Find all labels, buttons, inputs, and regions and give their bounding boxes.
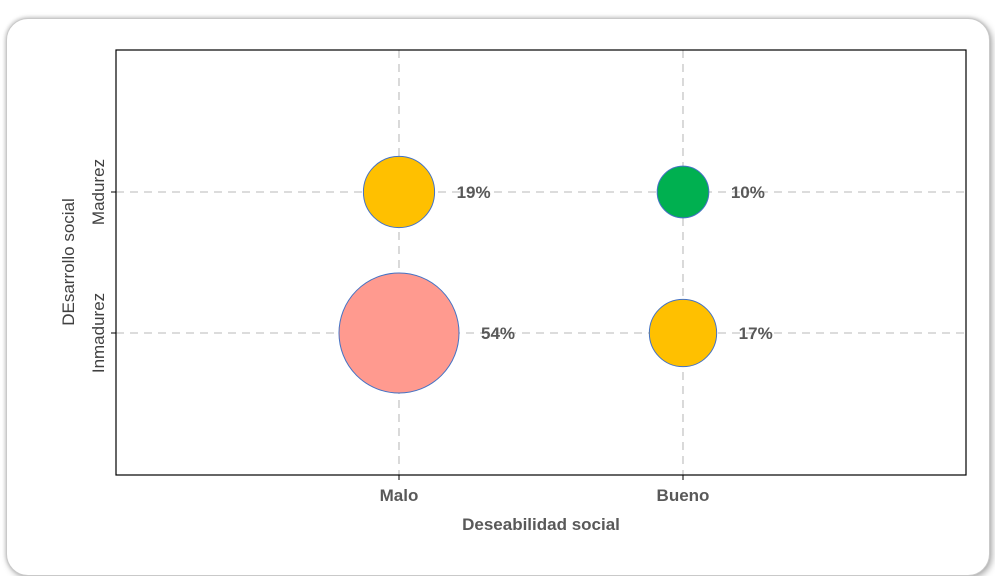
data-label-bueno-inmadurez: 17%	[739, 324, 773, 343]
bubble-malo-madurez	[362, 155, 436, 229]
bubble-bueno-inmadurez	[648, 298, 718, 368]
x-tick-label-bueno: Bueno	[657, 486, 710, 505]
chart-card	[6, 18, 990, 576]
data-label-bueno-madurez: 10%	[731, 183, 765, 202]
grid-layer	[111, 50, 966, 480]
y-axis-title: DEsarrollo social	[59, 198, 78, 326]
data-label-layer: 19% 10% 54% 17%	[457, 183, 773, 343]
bubble-bueno-madurez	[656, 165, 710, 219]
x-axis-title: Deseabilidad social	[462, 515, 620, 534]
bubble-layer	[338, 155, 718, 394]
plot-area-frame	[115, 49, 967, 476]
data-label-malo-inmadurez: 54%	[481, 324, 515, 343]
data-label-malo-madurez: 19%	[457, 183, 491, 202]
y-tick-label-inmadurez: Inmadurez	[89, 293, 108, 373]
x-tick-label-malo: Malo	[380, 486, 419, 505]
y-tick-label-madurez: Madurez	[89, 159, 108, 225]
bubble-malo-inmadurez	[338, 272, 460, 394]
